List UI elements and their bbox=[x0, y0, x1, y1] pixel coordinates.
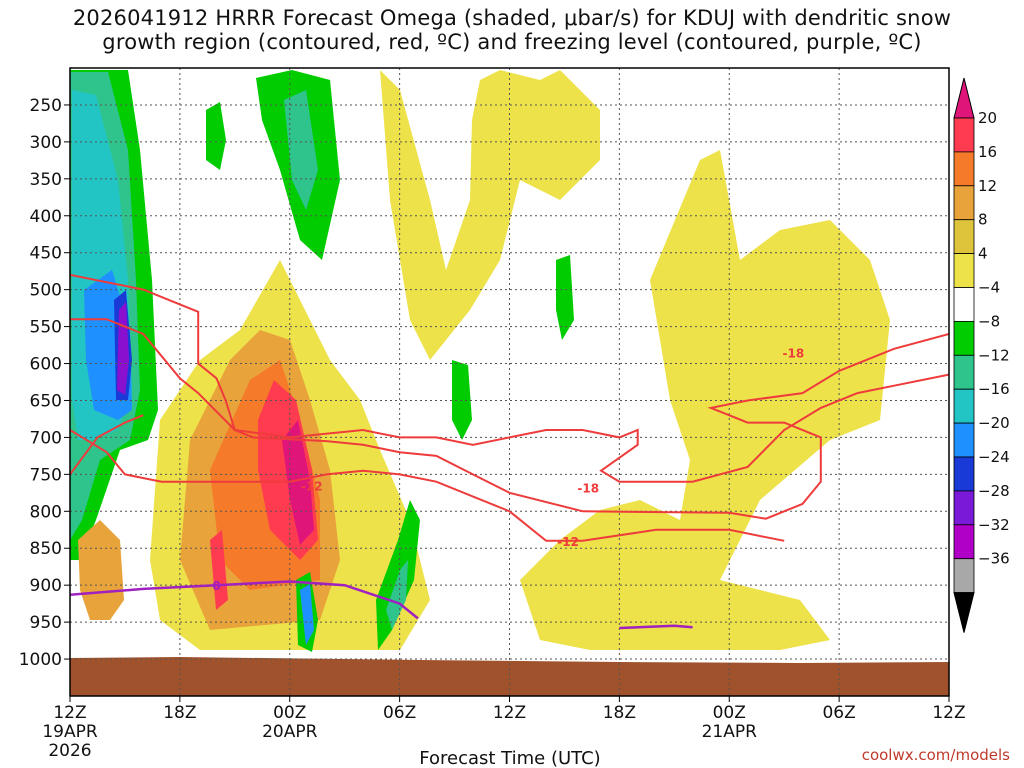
y-tick-label-450: 450 bbox=[30, 244, 62, 264]
contour-label-1: -18 bbox=[783, 346, 805, 360]
y-tick-label-950: 950 bbox=[30, 613, 62, 633]
dendritic-contour-2 bbox=[70, 429, 785, 542]
colorbar-swatch-6 bbox=[953, 320, 975, 356]
y-tick-label-700: 700 bbox=[30, 428, 62, 448]
y-tick-label-400: 400 bbox=[30, 207, 62, 227]
omega-field-pos4-upper bbox=[380, 70, 600, 360]
colorbar-swatch-8 bbox=[953, 388, 975, 424]
credit-text: coolwx.com/models bbox=[862, 746, 1010, 764]
colorbar-label-7: −12 bbox=[978, 346, 1010, 364]
contours: -12 -18 -18 -12 0 bbox=[70, 273, 949, 630]
y-tick-labels: 250 300 350 400 450 500 550 600 650 700 750 800 850 9… bbox=[19, 96, 62, 670]
omega-field-lowlevel-teal-diag bbox=[386, 560, 408, 630]
omega-field-lowlevel-neg16 bbox=[300, 584, 314, 645]
freezing-level-contour bbox=[70, 580, 419, 620]
x-tick-label-7: 06Z bbox=[822, 703, 855, 723]
colorbar: 20 16 12 8 4 −4 −8 −12 −16 −20 −24 −28 −32 −36 bbox=[953, 77, 1010, 633]
x-tick-year-0: 2026 bbox=[48, 741, 91, 761]
colorbar-label-8: −16 bbox=[978, 380, 1010, 398]
colorbar-label-12: −32 bbox=[978, 516, 1010, 534]
x-tick-date-2: 20APR bbox=[262, 722, 318, 742]
colorbar-swatch-2 bbox=[953, 185, 975, 221]
colorbar-swatch-9 bbox=[953, 422, 975, 458]
y-tick-label-550: 550 bbox=[30, 318, 62, 338]
title-line-1: 2026041912 HRRR Forecast Omega (shaded, … bbox=[72, 6, 952, 30]
omega-field-small-green bbox=[206, 102, 226, 170]
colorbar-swatch-10 bbox=[953, 456, 975, 492]
colorbar-label-3: 8 bbox=[978, 211, 988, 229]
contour-label-2: -18 bbox=[577, 482, 599, 496]
y-tick-label-350: 350 bbox=[30, 170, 62, 190]
x-tick-label-5: 18Z bbox=[603, 703, 636, 723]
colorbar-label-2: 12 bbox=[978, 177, 997, 195]
contour-label-4: 0 bbox=[212, 579, 220, 593]
y-tick-label-650: 650 bbox=[30, 391, 62, 411]
y-tick-label-250: 250 bbox=[30, 96, 62, 116]
chart-title: 2026041912 HRRR Forecast Omega (shaded, … bbox=[0, 6, 1024, 54]
colorbar-label-10: −24 bbox=[978, 448, 1010, 466]
freezing-level-contour-2 bbox=[619, 624, 693, 630]
colorbar-label-4: 4 bbox=[978, 245, 988, 263]
y-tick-label-1000: 1000 bbox=[19, 650, 62, 670]
colorbar-top-triangle bbox=[953, 77, 975, 119]
x-tick-label-8: 12Z bbox=[932, 703, 965, 723]
dendritic-contour-3 bbox=[70, 414, 144, 475]
colorbar-swatch-4 bbox=[953, 253, 975, 288]
colorbar-label-9: −20 bbox=[978, 414, 1010, 432]
colorbar-bottom-triangle bbox=[953, 592, 975, 633]
colorbar-label-6: −8 bbox=[978, 312, 1000, 330]
x-tick-label-6: 00Z bbox=[713, 703, 746, 723]
omega-field-pos-lower-red bbox=[210, 530, 228, 610]
colorbar-label-5: −4 bbox=[978, 279, 1000, 297]
x-tick-label-2: 00Z bbox=[273, 703, 306, 723]
colorbar-label-13: −36 bbox=[978, 550, 1010, 568]
title-line-2: growth region (contoured, red, ºC) and f… bbox=[102, 30, 922, 54]
contour-label-0: -12 bbox=[301, 479, 323, 493]
dendritic-contour-0 bbox=[70, 273, 949, 483]
y-tick-label-750: 750 bbox=[30, 465, 62, 485]
x-tick-label-0: 12Z bbox=[53, 703, 86, 723]
colorbar-swatch-3 bbox=[953, 219, 975, 254]
y-tick-label-300: 300 bbox=[30, 133, 62, 153]
plot-frame bbox=[69, 67, 950, 697]
colorbar-swatch-1 bbox=[953, 151, 975, 187]
colorbar-swatch-11 bbox=[953, 490, 975, 526]
omega-field-mid-green bbox=[452, 360, 472, 440]
x-tick-date-0: 19APR bbox=[42, 722, 98, 742]
x-tick-label-3: 06Z bbox=[383, 703, 416, 723]
contour-label-3: -12 bbox=[557, 535, 579, 549]
y-tick-label-500: 500 bbox=[30, 281, 62, 301]
y-tick-label-600: 600 bbox=[30, 355, 62, 375]
x-tick-date-6: 21APR bbox=[702, 722, 758, 742]
terrain-fill bbox=[70, 657, 949, 696]
omega-field-pos-lower-left bbox=[78, 520, 124, 620]
dendritic-contour-1 bbox=[70, 318, 949, 520]
x-tick-label-4: 12Z bbox=[493, 703, 526, 723]
colorbar-swatch-12 bbox=[953, 524, 975, 560]
colorbar-swatch-13 bbox=[953, 558, 975, 594]
x-axis-label: Forecast Time (UTC) bbox=[419, 748, 600, 768]
y-tick-label-900: 900 bbox=[30, 576, 62, 596]
colorbar-swatch-7 bbox=[953, 354, 975, 390]
omega-field-upper-teal bbox=[284, 90, 318, 210]
omega-field-pos20 bbox=[282, 420, 314, 545]
y-tick-label-800: 800 bbox=[30, 502, 62, 522]
colorbar-swatch-5 bbox=[953, 287, 975, 322]
x-tick-label-1: 18Z bbox=[163, 703, 196, 723]
colorbar-label-1: 16 bbox=[978, 143, 997, 161]
y-tick-label-850: 850 bbox=[30, 539, 62, 559]
colorbar-label-11: −28 bbox=[978, 482, 1010, 500]
omega-field-mid-green2 bbox=[556, 255, 574, 340]
colorbar-label-0: 20 bbox=[978, 109, 997, 127]
colorbar-swatch-0 bbox=[953, 117, 975, 153]
